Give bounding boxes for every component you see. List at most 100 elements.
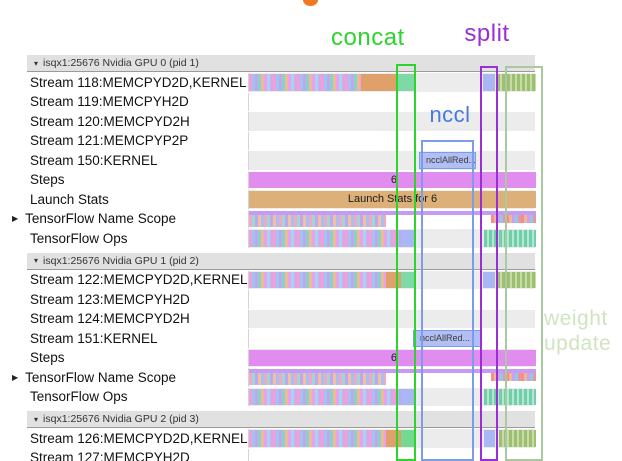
row-label: Stream 126:MEMCPYD2D,KERNEL,MI — [0, 429, 248, 448]
row-track — [248, 448, 535, 461]
process-header-gpu-1[interactable]: ▾ isqx1:25676 Nvidia GPU 1 (pid 2) — [27, 252, 535, 270]
process-header-label: isqx1:25676 Nvidia GPU 2 (pid 3) — [43, 413, 199, 425]
trace-event-block[interactable] — [386, 271, 401, 288]
trace-event-block[interactable] — [386, 430, 401, 447]
row-track — [248, 112, 535, 131]
row-track: 6 — [248, 348, 536, 367]
trace-event-block[interactable] — [361, 74, 398, 91]
track-row: ▶ TensorFlow Name Scope — [0, 368, 622, 387]
process-header-label: isqx1:25676 Nvidia GPU 1 (pid 2) — [43, 254, 199, 267]
row-label: Stream 122:MEMCPYD2D,KERNEL,MI — [0, 270, 248, 289]
trace-event-block[interactable] — [401, 271, 416, 288]
row-label-text: Stream 119:MEMCPYH2D — [30, 94, 189, 110]
trace-events-green-hatch[interactable] — [499, 430, 536, 447]
trace-events-dense[interactable] — [249, 430, 386, 447]
span-bar-label: 6 — [390, 351, 397, 364]
row-track — [248, 270, 536, 289]
row-label: Stream 119:MEMCPYH2D — [0, 92, 248, 111]
name-scope-strip[interactable] — [249, 369, 536, 373]
row-label: Steps — [0, 170, 248, 189]
track-row: Stream 119:MEMCPYH2D — [0, 92, 622, 111]
row-track — [248, 290, 535, 309]
span-bar[interactable]: 6 — [249, 349, 536, 366]
row-track — [248, 92, 535, 111]
trace-event-block[interactable] — [401, 230, 414, 247]
row-track — [248, 131, 535, 150]
track-row: Stream 151:KERNEL ncclAllRed... — [0, 329, 622, 348]
row-track — [248, 429, 536, 448]
row-label-text: TensorFlow Ops — [30, 230, 128, 246]
nccl-allreduce-event-bar[interactable]: ncclAllRed... — [419, 152, 476, 169]
row-label-text: TensorFlow Name Scope — [25, 211, 176, 227]
row-track: ncclAllRed... — [248, 151, 535, 170]
expand-arrow-icon[interactable]: ▶ — [12, 372, 19, 382]
row-track — [248, 309, 535, 328]
row-track — [248, 229, 536, 248]
name-scope-ticks[interactable] — [491, 373, 536, 381]
concat-annotation-label: concat — [331, 24, 405, 51]
trace-events-dense[interactable] — [249, 271, 386, 288]
row-label-text: Launch Stats — [30, 191, 109, 207]
row-label: Steps — [0, 348, 248, 367]
collapse-triangle-icon: ▾ — [34, 414, 39, 424]
trace-events-dense[interactable] — [249, 230, 401, 247]
trace-event-block[interactable] — [484, 430, 495, 447]
row-label-text: Stream 127:MEMCPYH2D — [30, 450, 190, 461]
row-label: Stream 121:MEMCPYP2P — [0, 131, 248, 150]
track-row: ▶ TensorFlow Name Scope — [0, 209, 622, 228]
trace-event-block[interactable] — [483, 271, 495, 288]
row-label-text: Stream 150:KERNEL — [30, 152, 158, 168]
name-scope-ticks[interactable] — [491, 214, 536, 223]
name-scope-ticks[interactable] — [249, 214, 386, 227]
trace-events-dense[interactable] — [249, 388, 401, 405]
trace-event-block[interactable] — [401, 430, 416, 447]
span-bar[interactable]: 6 — [249, 171, 536, 188]
nccl-allreduce-event-bar[interactable]: ncclAllRed... — [413, 330, 481, 347]
row-label: Launch Stats — [0, 190, 248, 209]
trace-event-block[interactable] — [401, 388, 414, 405]
expand-arrow-icon[interactable]: ▶ — [12, 214, 19, 224]
trace-event-block[interactable] — [483, 74, 495, 91]
process-header-gpu-0[interactable]: ▾ isqx1:25676 Nvidia GPU 0 (pid 1) — [27, 55, 535, 72]
row-label: Stream 123:MEMCPYH2D — [0, 290, 248, 309]
process-header-label: isqx1:25676 Nvidia GPU 0 (pid 1) — [43, 57, 199, 69]
row-label: Stream 124:MEMCPYD2H — [0, 309, 248, 328]
track-row: TensorFlow Ops — [0, 229, 622, 248]
row-label-text: Stream 122:MEMCPYD2D,KERNEL,MI — [30, 272, 248, 288]
row-label-text: Stream 124:MEMCPYD2H — [30, 311, 190, 327]
row-label: Stream 127:MEMCPYH2D — [0, 448, 248, 461]
collapse-triangle-icon: ▾ — [34, 58, 39, 68]
row-label-text: Steps — [30, 350, 65, 366]
trace-events-green-hatch[interactable] — [497, 271, 536, 288]
row-track: ncclAllRed... — [248, 329, 535, 348]
row-label: TensorFlow Ops — [0, 387, 248, 406]
row-track — [248, 387, 536, 406]
name-scope-strip[interactable] — [249, 210, 536, 215]
row-label: Stream 120:MEMCPYD2H — [0, 112, 248, 131]
trace-event-block[interactable] — [398, 74, 416, 91]
row-label-text: Stream 123:MEMCPYH2D — [30, 291, 190, 307]
span-bar-label: 6 — [390, 173, 397, 186]
track-row: Steps 6 — [0, 170, 622, 189]
span-bar[interactable]: Launch Stats for 6 — [249, 191, 536, 208]
track-row: TensorFlow Ops — [0, 387, 622, 406]
span-bar-label: Launch Stats for 6 — [347, 193, 438, 206]
row-label-text: Steps — [30, 172, 65, 188]
row-label: Stream 150:KERNEL — [0, 151, 248, 170]
trace-events-green-hatch[interactable] — [497, 74, 536, 91]
track-row: Stream 126:MEMCPYD2D,KERNEL,MI — [0, 429, 622, 448]
row-label: Stream 151:KERNEL — [0, 329, 248, 348]
row-track — [248, 368, 536, 387]
trace-events-dense[interactable] — [249, 74, 361, 91]
trace-events-teal-hatch[interactable] — [484, 388, 536, 405]
row-label-text: Stream 120:MEMCPYD2H — [30, 113, 190, 129]
row-label-text: Stream 126:MEMCPYD2D,KERNEL,MI — [30, 430, 248, 446]
row-label-text: Stream 121:MEMCPYP2P — [30, 133, 189, 149]
trace-events-teal-hatch[interactable] — [484, 230, 536, 247]
row-track: Launch Stats for 6 — [248, 190, 536, 209]
track-row: Stream 124:MEMCPYD2H — [0, 309, 622, 328]
process-header-gpu-2[interactable]: ▾ isqx1:25676 Nvidia GPU 2 (pid 3) — [27, 411, 535, 428]
name-scope-ticks[interactable] — [249, 373, 386, 385]
row-track: 6 — [248, 170, 536, 189]
